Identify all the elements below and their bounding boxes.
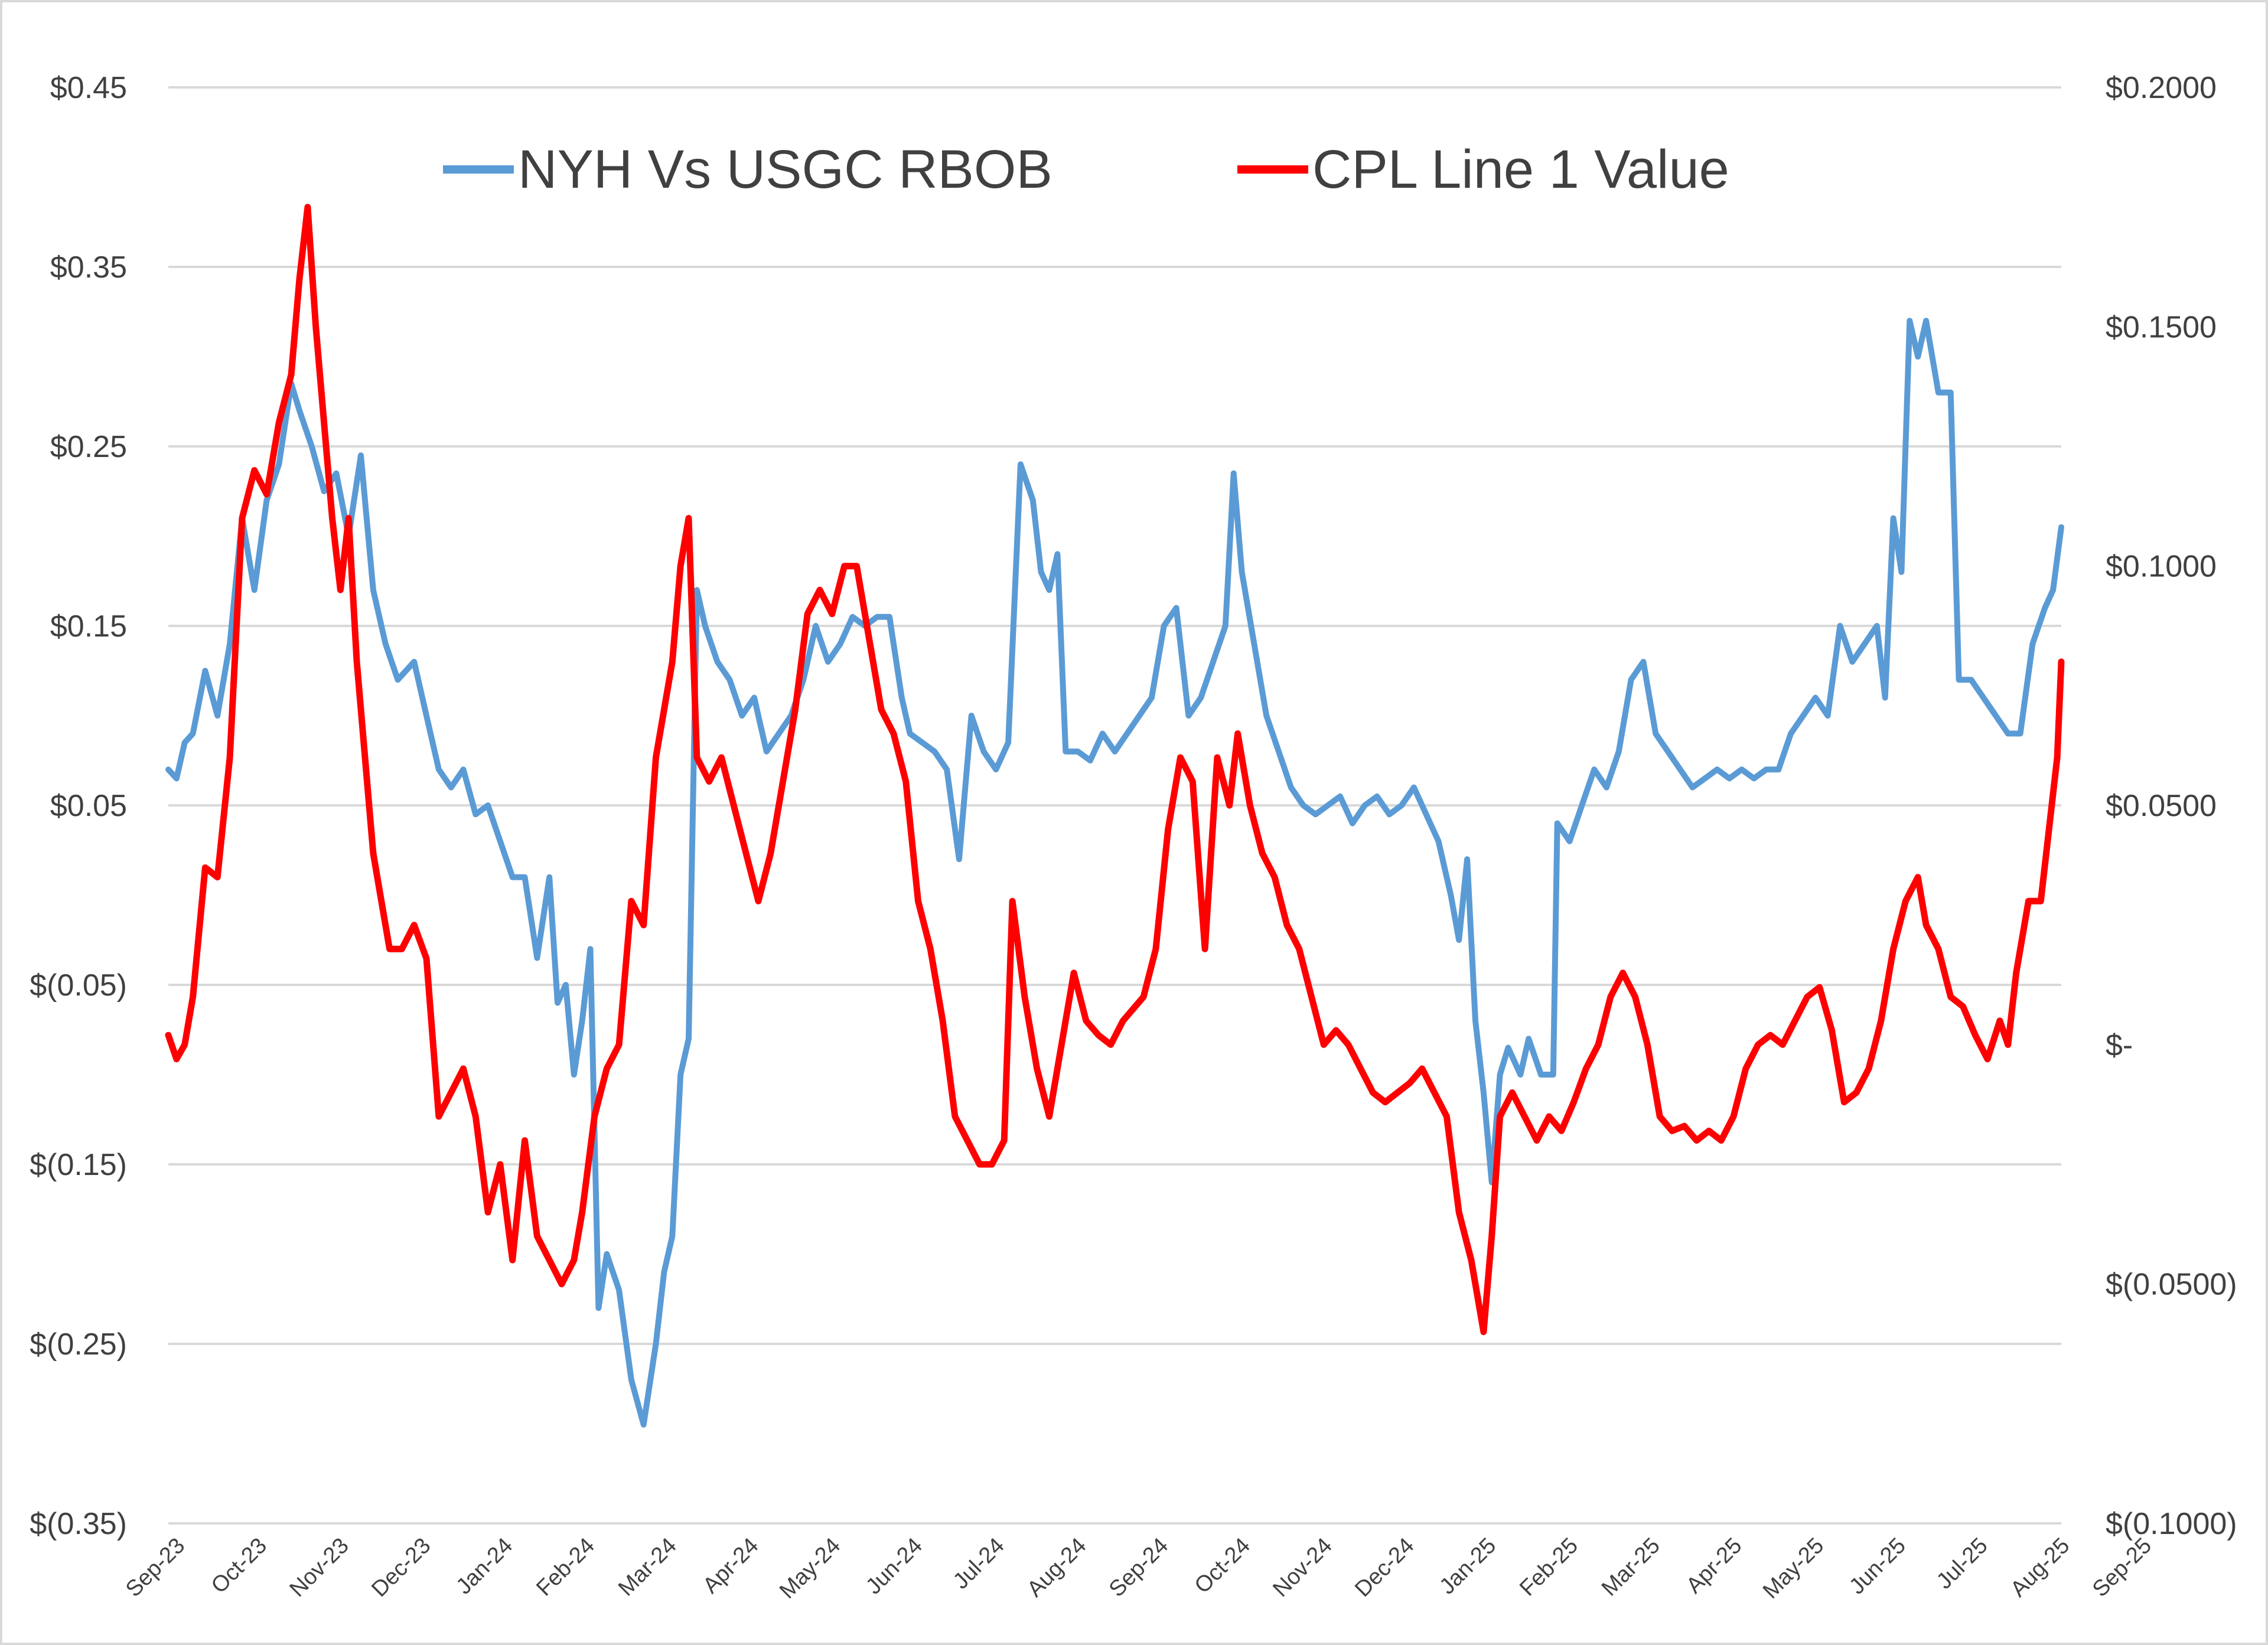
left-axis-ticks: $0.45 $0.35 $0.25 $0.15 $0.05 $(0.05) $(0.15) $…: [30, 71, 127, 1541]
series-lines: [165, 204, 2065, 1428]
right-tick-label: $0.0500: [2106, 789, 2217, 823]
left-tick-label: $0.25: [50, 430, 127, 464]
left-tick-label: $0.35: [50, 250, 127, 285]
left-tick-label: $0.05: [50, 789, 127, 823]
right-tick-label: $(0.0500): [2106, 1268, 2237, 1302]
series-line-nyh-vs-usgc-rbob: [165, 318, 2064, 1428]
right-tick-label: $-: [2106, 1028, 2133, 1062]
left-tick-label: $(0.35): [30, 1507, 127, 1541]
right-axis-ticks: $0.2000 $0.1500 $0.1000 $0.0500 $- $(0.0500) $…: [2106, 71, 2237, 1541]
legend: NYH Vs USGC RBOB CPL Line 1 Value: [443, 139, 1729, 200]
right-tick-label: $0.2000: [2106, 71, 2217, 105]
series-line-cpl-line-1-value: [165, 204, 2065, 1336]
legend-label-nyh: NYH Vs USGC RBOB: [518, 139, 1052, 200]
right-tick-label: $0.1500: [2106, 310, 2217, 344]
left-tick-label: $0.15: [50, 609, 127, 644]
left-tick-label: $(0.15): [30, 1148, 127, 1182]
left-tick-label: $(0.25): [30, 1327, 127, 1362]
legend-label-cpl: CPL Line 1 Value: [1312, 139, 1729, 200]
left-tick-label: $0.45: [50, 71, 127, 105]
right-tick-label: $0.1000: [2106, 550, 2217, 584]
right-tick-label: $(0.1000): [2106, 1507, 2237, 1541]
left-tick-label: $(0.05): [30, 968, 127, 1003]
